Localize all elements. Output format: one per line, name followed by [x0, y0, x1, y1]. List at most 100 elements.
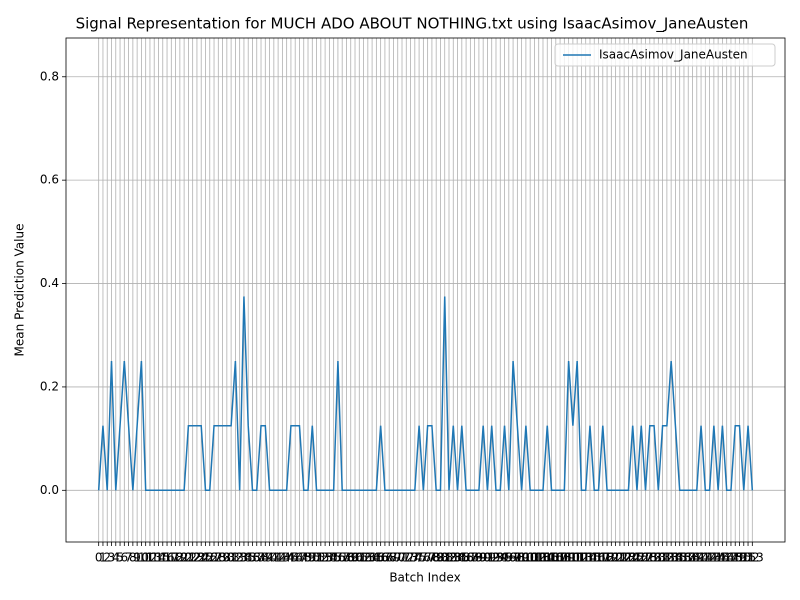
x-tick-label: 143: [698, 551, 721, 565]
x-tick-label: 47: [292, 551, 307, 565]
x-tick-label: 136: [668, 551, 691, 565]
x-tick-label: 68: [382, 551, 397, 565]
x-tick-label: 21: [181, 551, 196, 565]
x-tick-label: 8: [129, 551, 137, 565]
x-tick-label: 72: [399, 551, 414, 565]
x-tick-label: 118: [591, 551, 614, 565]
x-tick-label: 124: [617, 551, 640, 565]
x-tick-label: 53: [317, 551, 332, 565]
x-tick-label: 76: [416, 551, 431, 565]
x-tick-label: 107: [544, 551, 567, 565]
x-tick-label: 114: [574, 551, 597, 565]
x-tick-label: 91: [480, 551, 495, 565]
x-tick-label: 63: [360, 551, 375, 565]
x-tick-label: 84: [450, 551, 465, 565]
x-tick-label: 44: [279, 551, 294, 565]
x-tick-label: 94: [493, 551, 508, 565]
x-tick-label: 33: [232, 551, 247, 565]
x-tick-label: 139: [681, 551, 704, 565]
x-tick-label: 144: [702, 551, 725, 565]
x-tick-label: 65: [369, 551, 384, 565]
x-tick-label: 59: [343, 551, 358, 565]
x-tick-label: 86: [458, 551, 473, 565]
x-tick-label: 19: [172, 551, 187, 565]
x-tick-label: 112: [566, 551, 589, 565]
x-tick-label: 34: [236, 551, 251, 565]
x-tick-label: 88: [467, 551, 482, 565]
x-tick-label: 121: [604, 551, 627, 565]
x-tick-label: 134: [660, 551, 683, 565]
x-tick-label: 146: [711, 551, 734, 565]
x-tick-label: 32: [228, 551, 243, 565]
y-tick-label: 0.4: [40, 276, 59, 290]
x-tick-label: 97: [505, 551, 520, 565]
x-tick-label: 39: [258, 551, 273, 565]
x-tick-label: 126: [626, 551, 649, 565]
x-tick-label: 147: [715, 551, 738, 565]
legend-box: [554, 43, 776, 67]
plot-frame: [65, 37, 786, 543]
y-tick-label: 0.0: [40, 483, 59, 497]
x-tick-label: 36: [245, 551, 260, 565]
x-tick-label: 48: [296, 551, 311, 565]
x-tick-label: 24: [194, 551, 209, 565]
x-tick-label: 70: [390, 551, 405, 565]
x-tick-label: 80: [433, 551, 448, 565]
x-tick-label: 11: [138, 551, 153, 565]
x-tick-label: 85: [454, 551, 469, 565]
x-tick-label: 142: [694, 551, 717, 565]
x-tick-label: 82: [441, 551, 456, 565]
x-tick-label: 62: [356, 551, 371, 565]
x-tick-label: 108: [549, 551, 572, 565]
x-tick-label: 18: [168, 551, 183, 565]
x-tick-label: 71: [394, 551, 409, 565]
x-tick-label: 56: [330, 551, 345, 565]
x-tick-label: 113: [570, 551, 593, 565]
x-tick-label: 51: [309, 551, 324, 565]
x-tick-label: 1: [99, 551, 107, 565]
x-tick-label: 28: [211, 551, 226, 565]
x-tick-label: 10: [134, 551, 149, 565]
x-tick-label: 14: [151, 551, 166, 565]
x-tick-label: 131: [647, 551, 670, 565]
x-tick-label: 110: [557, 551, 580, 565]
x-tick-label: 64: [364, 551, 379, 565]
x-tick-label: 13: [147, 551, 162, 565]
x-tick-label: 74: [407, 551, 422, 565]
x-tick-label: 117: [587, 551, 610, 565]
x-tick-label: 102: [523, 551, 546, 565]
x-tick-label: 67: [377, 551, 392, 565]
x-tick-label: 46: [288, 551, 303, 565]
x-tick-label: 148: [720, 551, 743, 565]
x-tick-label: 22: [185, 551, 200, 565]
x-tick-label: 50: [305, 551, 320, 565]
x-tick-label: 140: [685, 551, 708, 565]
x-tick-label: 3: [108, 551, 116, 565]
x-tick-label: 150: [728, 551, 751, 565]
x-tick-label: 55: [326, 551, 341, 565]
x-tick-label: 96: [501, 551, 516, 565]
x-tick-label: 81: [437, 551, 452, 565]
x-tick-label: 75: [411, 551, 426, 565]
x-tick-label: 45: [283, 551, 298, 565]
x-tick-label: 95: [497, 551, 512, 565]
x-tick-label: 41: [266, 551, 281, 565]
x-tick-label: 23: [189, 551, 204, 565]
x-tick-label: 35: [241, 551, 256, 565]
x-tick-label: 153: [741, 551, 764, 565]
x-tick-label: 87: [463, 551, 478, 565]
y-tick-label: 0.6: [40, 173, 59, 187]
x-tick-label: 99: [514, 551, 529, 565]
x-tick-label: 90: [476, 551, 491, 565]
x-tick-label: 132: [651, 551, 674, 565]
x-tick-label: 78: [424, 551, 439, 565]
y-tick-label: 0.8: [40, 69, 59, 83]
x-tick-label: 83: [446, 551, 461, 565]
x-tick-label: 104: [532, 551, 555, 565]
x-tick-label: 116: [583, 551, 606, 565]
x-tick-label: 5: [116, 551, 124, 565]
x-tick-label: 25: [198, 551, 213, 565]
x-tick-label: 7: [125, 551, 133, 565]
x-tick-label: 129: [638, 551, 661, 565]
